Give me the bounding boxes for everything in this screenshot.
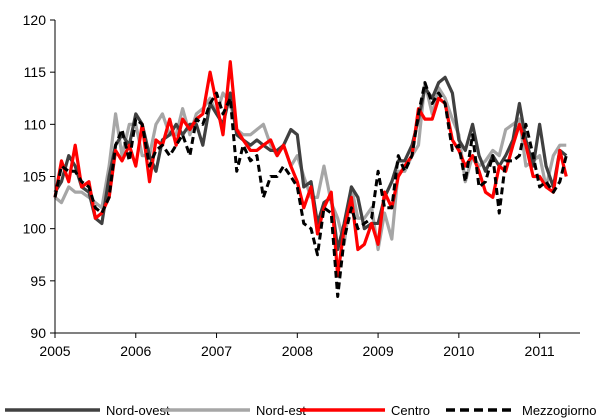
y-tick-label: 100 bbox=[23, 221, 47, 237]
x-tick-label: 2008 bbox=[282, 343, 313, 359]
axes-layer: 90 95 100 105 110 115 120 2005 2006 2007 2008 2009 2… bbox=[23, 12, 580, 359]
x-tick-label: 2011 bbox=[525, 343, 555, 359]
series-line-mezzogiorno bbox=[53, 81, 568, 298]
x-tick-label: 2005 bbox=[39, 343, 70, 359]
series-line-centro bbox=[53, 60, 568, 278]
legend-label-mezzogiorno: Mezzogiorno bbox=[522, 403, 596, 418]
y-tick-label: 105 bbox=[23, 169, 47, 185]
x-tick-label: 2007 bbox=[201, 343, 232, 359]
series-layer bbox=[53, 60, 568, 298]
legend: Nord-ovest Nord-est Centro Mezzogiorno bbox=[5, 403, 596, 418]
y-tick-label: 115 bbox=[24, 64, 47, 80]
legend-label-nord-ovest: Nord-ovest bbox=[106, 403, 170, 418]
y-tick-label: 120 bbox=[23, 12, 47, 28]
legend-label-centro: Centro bbox=[391, 403, 430, 418]
legend-label-nord-est: Nord-est bbox=[256, 403, 306, 418]
y-tick-label: 95 bbox=[30, 273, 46, 289]
x-tick-label: 2010 bbox=[443, 343, 474, 359]
y-tick-label: 90 bbox=[30, 325, 46, 341]
x-tick-label: 2009 bbox=[362, 343, 393, 359]
x-tick-label: 2006 bbox=[120, 343, 151, 359]
y-tick-label: 110 bbox=[24, 116, 47, 132]
